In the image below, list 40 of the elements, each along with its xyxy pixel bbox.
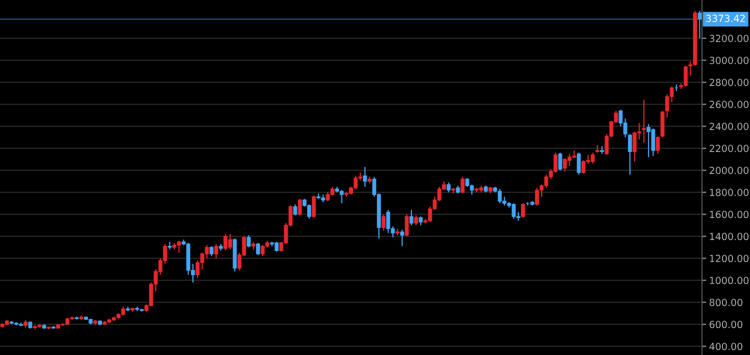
candlestick [400, 229, 404, 247]
y-tick-label: 2800.00 [710, 78, 749, 86]
candlestick [414, 214, 418, 226]
y-tick-label: 1800.00 [710, 188, 749, 196]
candlestick [656, 136, 660, 154]
candlestick [646, 124, 651, 158]
candlestick [256, 242, 260, 256]
y-tick-label: 800.00 [710, 298, 742, 306]
y-tick-label: 1000.00 [710, 276, 749, 284]
candlestick [246, 234, 251, 248]
y-tick-label: 1400.00 [710, 232, 749, 240]
candlestick [382, 214, 386, 232]
ref-line-label: 3373.42 [706, 14, 745, 22]
y-tick-label: 2000.00 [710, 166, 749, 174]
candlestick [312, 195, 316, 218]
y-tick-label: 3000.00 [710, 56, 749, 64]
candlestick [632, 131, 637, 162]
y-tick-label: 2200.00 [710, 144, 749, 152]
candlestick [293, 204, 298, 216]
candlestick [642, 99, 646, 144]
y-tick-label: 600.00 [710, 320, 742, 328]
candlestick [558, 152, 562, 171]
candlestick [210, 246, 214, 257]
candlestick [404, 214, 409, 237]
candlestick [521, 202, 525, 218]
candlestick [204, 244, 209, 259]
candlestick [446, 182, 451, 193]
candlestick [298, 198, 302, 216]
y-tick-label: 1600.00 [710, 210, 749, 218]
candlestick [628, 133, 632, 176]
y-tick-label: 3200.00 [710, 34, 749, 42]
y-tick-label: 400.00 [709, 342, 742, 350]
y-tick-label: 1200.00 [710, 254, 749, 262]
y-tick-label: 2600.00 [710, 100, 749, 108]
candlestick [460, 176, 465, 194]
candlestick [362, 166, 367, 188]
candlestick [576, 152, 581, 176]
candlestick [214, 243, 218, 259]
candlestick [409, 209, 414, 226]
y-tick-label: 2400.00 [710, 122, 749, 130]
